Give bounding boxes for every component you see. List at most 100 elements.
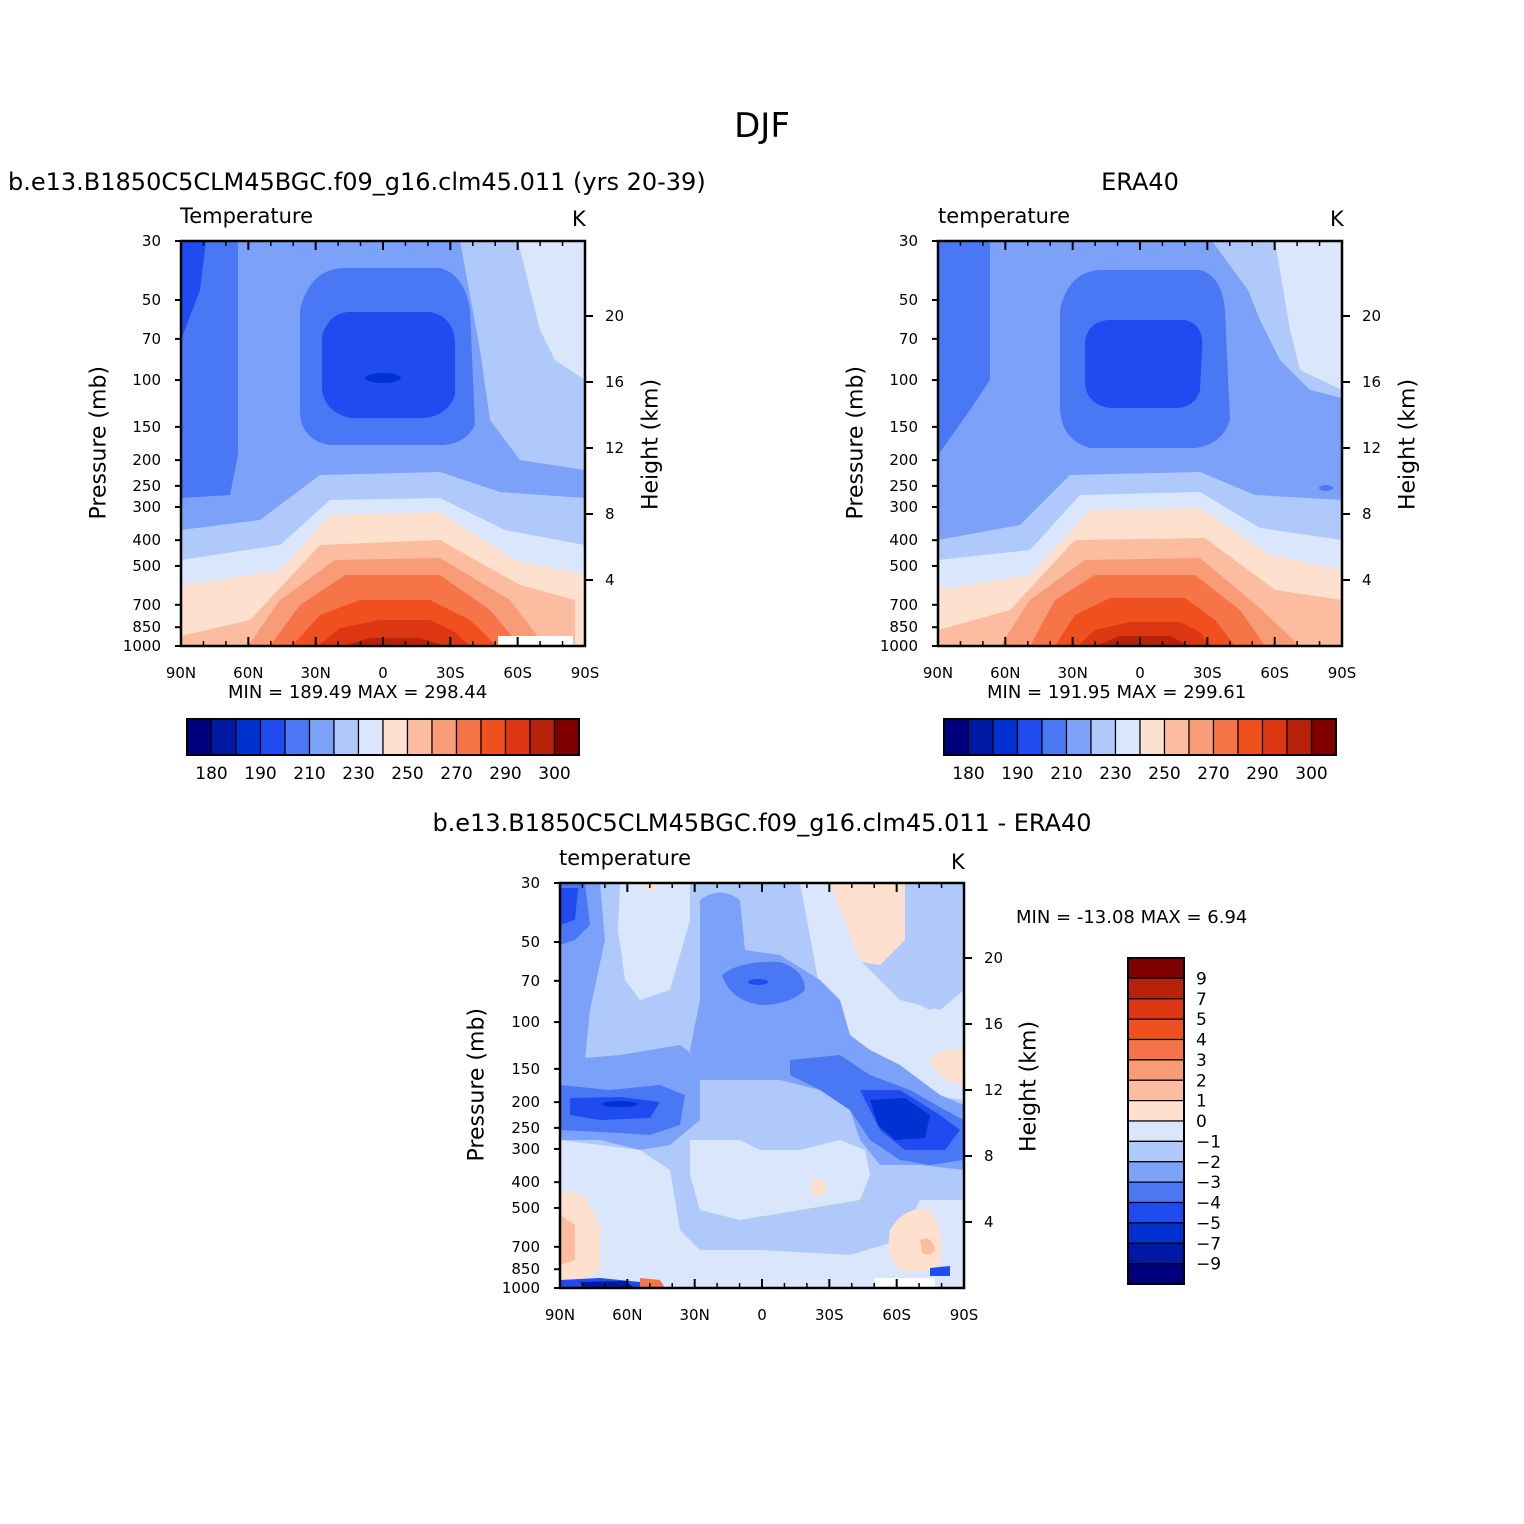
- model-colorbar-box: [529, 718, 556, 756]
- model-colorbar-box: [480, 718, 507, 756]
- obs-colorbar-frame: [943, 718, 1337, 756]
- obs-colorbar-label: 190: [1001, 764, 1033, 784]
- model-colorbar-box: [504, 718, 531, 756]
- obs-lat-tick-label: 60N: [990, 664, 1020, 682]
- diff-colorbar-label: 1: [1196, 1092, 1207, 1112]
- obs-colorbar-box: [1065, 718, 1092, 756]
- obs-pressure-tick-label: 700: [889, 596, 918, 614]
- obs-height-tick-label: 20: [1362, 307, 1381, 325]
- model-colorbar-box: [357, 718, 384, 756]
- model-lat-tick-label: 60N: [233, 664, 263, 682]
- obs-colorbar-box: [1286, 718, 1313, 756]
- model-colorbar-label: 180: [195, 764, 227, 784]
- diff-colorbar-box: [1127, 1222, 1185, 1244]
- diff-lat-tick-label: 30N: [680, 1306, 710, 1324]
- model-pressure-tick-label: 300: [132, 498, 161, 516]
- obs-lat-tick-label: 60S: [1260, 664, 1289, 682]
- diff-colorbar-label: −9: [1196, 1255, 1221, 1275]
- diff-pressure-tick-label: 850: [511, 1260, 540, 1278]
- model-colorbar-box: [308, 718, 335, 756]
- model-lat-tick-label: 30S: [436, 664, 465, 682]
- model-lat-tick-label: 60S: [503, 664, 532, 682]
- obs-colorbar-label: 210: [1050, 764, 1082, 784]
- diff-colorbar-label: 7: [1196, 990, 1207, 1010]
- diff-colorbar-box: [1127, 1161, 1185, 1183]
- model-pressure-tick-label: 250: [132, 477, 161, 495]
- diff-colorbar-label: 4: [1196, 1031, 1207, 1051]
- obs-colorbar-box: [943, 718, 970, 756]
- obs-pressure-tick-label: 500: [889, 557, 918, 575]
- diff-colorbar-box: [1127, 957, 1185, 979]
- diff-height-tick-label: 4: [984, 1213, 994, 1231]
- obs-colorbar-box: [1237, 718, 1264, 756]
- diff-min-max: MIN = -13.08 MAX = 6.94: [1016, 907, 1248, 928]
- model-colorbar-label: 290: [489, 764, 521, 784]
- model-colorbar-box: [455, 718, 482, 756]
- obs-colorbar-box: [1310, 718, 1337, 756]
- model-colorbar-label: 300: [538, 764, 570, 784]
- diff-colorbar-label: 5: [1196, 1010, 1207, 1030]
- obs-colorbar-label: 300: [1295, 764, 1327, 784]
- diff-colorbar-box: [1127, 1140, 1185, 1163]
- diff-pressure-tick-label: 250: [511, 1119, 540, 1137]
- diff-variable-label: temperature: [559, 846, 691, 870]
- model-colorbar-frame: [186, 718, 580, 756]
- diff-colorbar-box: [1127, 1120, 1185, 1142]
- diff-pressure-tick-label: 30: [521, 874, 540, 892]
- obs-colorbar-box: [1188, 718, 1215, 756]
- obs-pressure-tick-label: 50: [899, 291, 918, 309]
- diff-colorbar-box: [1127, 998, 1185, 1020]
- obs-colorbar-label: 180: [952, 764, 984, 784]
- diff-colorbar-label: −2: [1196, 1153, 1221, 1173]
- model-lat-tick-label: 30N: [301, 664, 331, 682]
- obs-colorbar-box: [1139, 718, 1166, 756]
- diff-colorbar-box: [1127, 977, 1185, 1000]
- diff-colorbar-label: −4: [1196, 1194, 1221, 1214]
- model-colorbar-box: [382, 718, 409, 756]
- obs-colorbar-label: 230: [1099, 764, 1131, 784]
- obs-pressure-tick-label: 150: [889, 418, 918, 436]
- obs-colorbar-box: [992, 718, 1019, 756]
- model-height-tick-label: 12: [605, 439, 624, 457]
- diff-colorbar-label: −7: [1196, 1234, 1221, 1254]
- obs-height-tick-label: 16: [1362, 373, 1381, 391]
- model-colorbar-label: 230: [342, 764, 374, 784]
- obs-colorbar-box: [1114, 718, 1141, 756]
- obs-contour-field: [938, 241, 1342, 646]
- obs-lat-tick-label: 30S: [1193, 664, 1222, 682]
- diff-colorbar-box: [1127, 1100, 1185, 1122]
- diff-lat-tick-label: 0: [757, 1306, 767, 1324]
- model-panel-title: b.e13.B1850C5CLM45BGC.f09_g16.clm45.011 …: [8, 168, 706, 196]
- obs-panel-title: ERA40: [1101, 168, 1179, 196]
- model-pressure-tick-label: 400: [132, 531, 161, 549]
- obs-pressure-tick-label: 30: [899, 232, 918, 250]
- obs-colorbar-box: [1090, 718, 1117, 756]
- diff-colorbar-box: [1127, 1018, 1185, 1041]
- obs-pressure-tick-label: 300: [889, 498, 918, 516]
- diff-height-tick-label: 8: [984, 1147, 994, 1165]
- diff-pressure-tick-label: 1000: [502, 1279, 540, 1297]
- model-lat-tick-label: 0: [378, 664, 388, 682]
- diff-lat-tick-label: 60S: [882, 1306, 911, 1324]
- model-pressure-tick-label: 150: [132, 418, 161, 436]
- diff-lat-tick-label: 90S: [950, 1306, 979, 1324]
- model-height-tick-label: 20: [605, 307, 624, 325]
- obs-pressure-tick-label: 200: [889, 451, 918, 469]
- obs-pressure-tick-label: 70: [899, 330, 918, 348]
- obs-pressure-tick-label: 400: [889, 531, 918, 549]
- obs-colorbar-box: [1041, 718, 1068, 756]
- model-colorbar-box: [210, 718, 237, 756]
- obs-variable-label: temperature: [938, 204, 1070, 228]
- model-height-tick-label: 4: [605, 571, 615, 589]
- model-colorbar-box: [406, 718, 433, 756]
- diff-pressure-tick-label: 100: [511, 1013, 540, 1031]
- diff-lat-tick-label: 90N: [545, 1306, 575, 1324]
- diff-pressure-tick-label: 700: [511, 1238, 540, 1256]
- diff-contour-field: [560, 883, 964, 1288]
- obs-lat-tick-label: 30N: [1058, 664, 1088, 682]
- diff-lat-tick-label: 60N: [612, 1306, 642, 1324]
- obs-height-tick-label: 8: [1362, 505, 1372, 523]
- model-colorbar-label: 190: [244, 764, 276, 784]
- model-colorbar-box: [235, 718, 262, 756]
